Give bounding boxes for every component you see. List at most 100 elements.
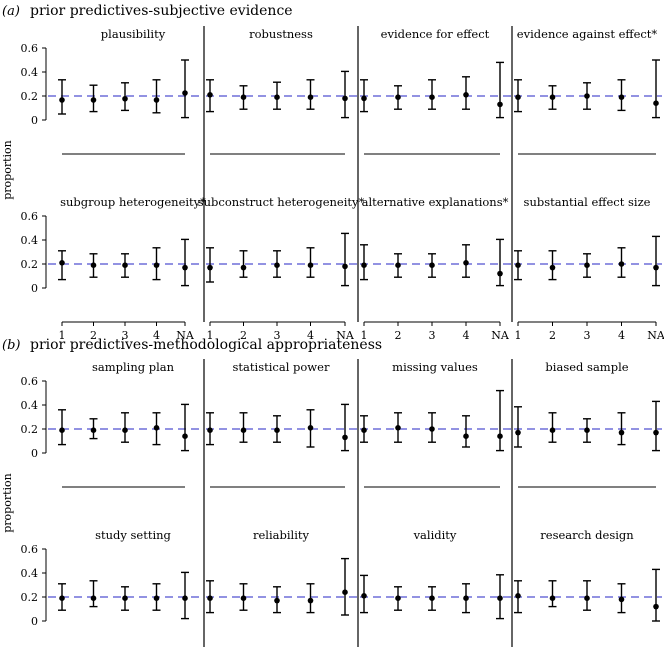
panel-b-0-1: statistical power xyxy=(206,360,358,488)
point-estimate-4 xyxy=(618,261,625,267)
x-tick-label-1: 1 xyxy=(59,329,66,342)
point-estimate-3 xyxy=(584,262,590,269)
point-estimate-3 xyxy=(274,262,280,269)
section-b-label: (b) xyxy=(2,338,20,353)
section-a-label: (a) xyxy=(2,4,20,19)
x-tick-label-NA: NA xyxy=(647,329,664,342)
point-estimate-4 xyxy=(618,596,625,603)
point-estimate-NA xyxy=(342,434,348,441)
panel-title: statistical power xyxy=(233,360,330,374)
section-a-title: prior predictives-subjective evidence xyxy=(30,3,293,19)
point-estimate-2 xyxy=(90,595,97,601)
panel-a-1-2: alternative explanations* 1 2 3 4 NA xyxy=(360,195,512,342)
y-tick-label: 0.2 xyxy=(21,591,39,604)
point-estimate-4 xyxy=(307,262,314,269)
panel-title: biased sample xyxy=(545,360,628,374)
panel-title: subconstruct heterogeneity* xyxy=(198,195,365,209)
panel-a-1-0: subgroup heterogeneity* 0 0.2 0.4 0.6 1 2 3 4 NA xyxy=(21,195,207,342)
point-estimate-2 xyxy=(395,425,401,431)
point-estimate-2 xyxy=(240,427,247,434)
y-tick-label: 0.2 xyxy=(21,423,39,436)
point-estimate-3 xyxy=(122,95,128,102)
point-estimate-NA xyxy=(342,263,348,270)
point-estimate-4 xyxy=(463,92,469,98)
point-estimate-4 xyxy=(307,597,314,604)
y-tick-label: 0.6 xyxy=(21,210,39,223)
x-tick-label-3: 3 xyxy=(584,329,591,342)
panel-a-1-3: substantial effect size 1 2 3 4 NA xyxy=(514,195,664,342)
point-estimate-2 xyxy=(395,262,401,269)
panel-b-1-3: research design1234NA xyxy=(514,528,662,622)
panel-title: reliability xyxy=(253,528,310,542)
x-tick-label-1: 1 xyxy=(207,329,214,342)
point-estimate-4 xyxy=(618,94,625,100)
ylabel-section-a: proportion xyxy=(1,140,14,200)
section-b-title: prior predictives-methodological appropr… xyxy=(30,337,382,353)
point-estimate-3 xyxy=(122,595,128,601)
panel-a-0-1: robustness xyxy=(206,27,358,155)
point-estimate-4 xyxy=(153,262,160,269)
panel-title: study setting xyxy=(95,528,171,542)
panel-a-1-1: subconstruct heterogeneity* 1 2 3 4 NA xyxy=(198,195,365,342)
point-estimate-3 xyxy=(584,427,590,434)
y-tick-label: 0 xyxy=(31,114,38,127)
point-estimate-2 xyxy=(240,264,247,271)
point-estimate-3 xyxy=(584,595,590,601)
panel-b-0-3: biased sample xyxy=(514,360,662,488)
point-estimate-NA xyxy=(653,100,659,106)
point-estimate-2 xyxy=(90,262,97,269)
x-tick-label-3: 3 xyxy=(429,329,436,342)
panel-title: evidence for effect xyxy=(381,27,490,41)
point-estimate-3 xyxy=(429,426,435,432)
x-tick-label-3: 3 xyxy=(122,329,129,342)
point-estimate-4 xyxy=(153,595,160,601)
point-estimate-NA xyxy=(653,429,659,436)
point-estimate-NA xyxy=(497,270,503,277)
y-tick-label: 0.6 xyxy=(21,543,39,556)
point-estimate-4 xyxy=(153,425,160,431)
x-tick-label-3: 3 xyxy=(274,329,281,342)
panel-a-0-0: plausibility 0 0.2 0.4 0.6 xyxy=(21,27,204,155)
point-estimate-2 xyxy=(90,97,97,103)
x-tick-label-2: 2 xyxy=(240,329,247,342)
point-estimate-1 xyxy=(59,427,65,434)
point-estimate-3 xyxy=(274,427,280,434)
panel-a-0-2: evidence for effect xyxy=(360,27,512,155)
panel-b-1-1: reliability1234NA xyxy=(206,528,358,616)
y-tick-label: 0.6 xyxy=(21,42,39,55)
point-estimate-1 xyxy=(361,427,367,434)
point-estimate-1 xyxy=(207,92,213,98)
panel-title: alternative explanations* xyxy=(362,195,509,209)
point-estimate-NA xyxy=(653,603,659,610)
x-tick-label-2: 2 xyxy=(549,329,556,342)
panel-title: substantial effect size xyxy=(524,195,651,209)
point-estimate-3 xyxy=(274,597,280,604)
x-tick-label-4: 4 xyxy=(463,329,470,342)
point-estimate-NA xyxy=(497,433,503,440)
point-estimate-2 xyxy=(240,595,247,601)
panel-title: missing values xyxy=(392,360,478,374)
panel-title: plausibility xyxy=(101,27,166,41)
point-estimate-3 xyxy=(122,262,128,269)
point-estimate-1 xyxy=(515,593,521,599)
point-estimate-1 xyxy=(59,97,65,103)
point-estimate-1 xyxy=(59,595,65,601)
point-estimate-NA xyxy=(182,264,188,271)
point-estimate-1 xyxy=(207,264,213,271)
point-estimate-2 xyxy=(90,427,97,434)
point-estimate-1 xyxy=(207,595,213,601)
point-estimate-3 xyxy=(429,94,435,100)
point-estimate-3 xyxy=(429,595,435,601)
point-estimate-3 xyxy=(122,427,128,434)
panel-a-0-3: evidence against effect* xyxy=(514,27,662,155)
x-tick-label-4: 4 xyxy=(307,329,314,342)
point-estimate-4 xyxy=(463,433,469,440)
point-estimate-NA xyxy=(342,95,348,102)
point-estimate-2 xyxy=(549,94,556,100)
point-estimate-2 xyxy=(549,427,556,434)
point-estimate-1 xyxy=(207,427,213,434)
point-estimate-1 xyxy=(515,94,521,100)
point-estimate-4 xyxy=(618,429,625,436)
point-estimate-2 xyxy=(549,595,556,601)
